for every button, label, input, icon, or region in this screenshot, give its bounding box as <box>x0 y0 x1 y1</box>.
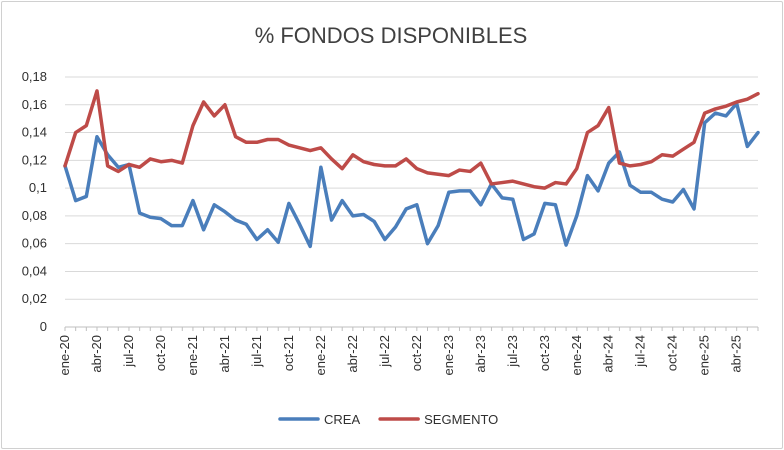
y-tick-label: 0,08 <box>22 208 47 223</box>
y-tick-label: 0,06 <box>22 236 47 251</box>
x-tick-label: abr-22 <box>345 335 360 373</box>
y-tick-label: 0,14 <box>22 125 47 140</box>
x-tick-label: ene-22 <box>313 335 328 375</box>
y-tick-label: 0,04 <box>22 263 47 278</box>
x-tick-label: ene-21 <box>185 335 200 375</box>
x-tick-label: jul-21 <box>249 335 264 368</box>
x-tick-label: jul-22 <box>377 335 392 368</box>
x-tick-label: abr-20 <box>89 335 104 373</box>
series-line-crea <box>63 101 760 249</box>
legend-label: CREA <box>324 412 360 427</box>
x-tick-label: oct-23 <box>537 335 552 371</box>
x-tick-label: jul-20 <box>121 335 136 368</box>
y-tick-label: 0 <box>40 319 47 334</box>
series-line-segmento <box>63 89 760 190</box>
legend-label: SEGMENTO <box>424 412 498 427</box>
x-tick-label: oct-20 <box>153 335 168 371</box>
y-tick-label: 0,16 <box>22 97 47 112</box>
y-tick-label: 0,02 <box>22 291 47 306</box>
x-tick-label: ene-25 <box>697 335 712 375</box>
x-tick-label: jul-23 <box>505 335 520 368</box>
y-tick-label: 0,12 <box>22 152 47 167</box>
x-tick-label: abr-25 <box>729 335 744 373</box>
chart-title: % FONDOS DISPONIBLES <box>255 23 528 48</box>
x-tick-label: jul-24 <box>633 335 648 368</box>
y-tick-label: 0,1 <box>29 180 47 195</box>
series-lines <box>63 89 760 249</box>
y-tick-label: 0,18 <box>22 69 47 84</box>
x-tick-label: abr-23 <box>473 335 488 373</box>
x-tick-label: ene-20 <box>57 335 72 375</box>
x-tick-label: oct-22 <box>409 335 424 371</box>
y-axis: 0 0,02 0,04 0,06 0,08 0,1 0,12 0,14 0,16 0,18 <box>22 69 47 334</box>
x-tick-label: abr-21 <box>217 335 232 373</box>
grid-lines <box>65 76 758 328</box>
x-tick-label: ene-23 <box>441 335 456 375</box>
x-tick-label: oct-24 <box>665 335 680 371</box>
x-tick-label: abr-24 <box>601 335 616 373</box>
x-tick-label: ene-24 <box>569 335 584 375</box>
x-axis: ene-20 abr-20 jul-20 oct-20 ene-21 abr-21 jul-… <box>57 327 759 375</box>
x-tick-label: oct-21 <box>281 335 296 371</box>
legend: CREA SEGMENTO <box>278 412 498 427</box>
